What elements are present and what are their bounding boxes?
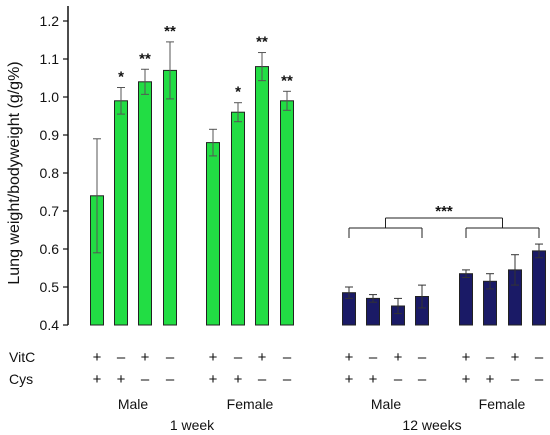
vitc-symbol: –: [535, 349, 544, 366]
bar: [114, 100, 128, 326]
y-tick-label: 1.2: [40, 13, 60, 29]
bar: [138, 81, 152, 326]
cys-symbol: +: [93, 371, 102, 388]
row-label-vitc: VitC: [9, 349, 35, 365]
cys-symbol: +: [462, 371, 471, 388]
group-label: Male: [118, 396, 149, 412]
vitc-symbol: +: [394, 349, 403, 366]
vitc-symbol: –: [283, 349, 292, 366]
cys-symbol: +: [117, 371, 126, 388]
y-tick-label: 0.9: [40, 127, 60, 143]
cys-symbol: –: [283, 371, 292, 388]
cys-symbol: –: [258, 371, 267, 388]
panel-label: 1 week: [170, 417, 215, 433]
significance-label: **: [139, 50, 151, 67]
vitc-symbol: –: [486, 349, 495, 366]
significance-label: *: [235, 84, 241, 101]
bracket-significance-label: ***: [435, 203, 453, 220]
vitc-symbol: +: [93, 349, 102, 366]
bar: [459, 273, 473, 326]
cys-symbol: +: [345, 371, 354, 388]
group-label: Male: [371, 396, 402, 412]
cys-symbol: +: [486, 371, 495, 388]
significance-label: **: [164, 23, 176, 40]
vitc-symbol: –: [418, 349, 427, 366]
y-tick-label: 0.8: [40, 165, 60, 181]
y-tick-label: 1.0: [40, 89, 60, 105]
vitc-symbol: +: [141, 349, 150, 366]
bar: [255, 66, 269, 326]
y-axis-label: Lung weight/bodyweight (g/g%): [6, 61, 23, 284]
cys-symbol: –: [166, 371, 175, 388]
vitc-symbol: +: [462, 349, 471, 366]
vitc-symbol: +: [345, 349, 354, 366]
vitc-symbol: –: [117, 349, 126, 366]
cys-symbol: –: [141, 371, 150, 388]
bar: [206, 142, 220, 326]
cys-symbol: –: [418, 371, 427, 388]
bar: [532, 250, 546, 326]
panel-label: 12 weeks: [402, 417, 461, 433]
significance-label: **: [281, 72, 293, 89]
cys-symbol: –: [535, 371, 544, 388]
vitc-symbol: +: [511, 349, 520, 366]
vitc-symbol: –: [369, 349, 378, 366]
cys-symbol: +: [369, 371, 378, 388]
cys-symbol: –: [511, 371, 520, 388]
bar: [280, 100, 294, 326]
y-tick-label: 0.5: [40, 279, 60, 295]
bar: [163, 69, 177, 326]
group-label: Female: [227, 396, 274, 412]
group-label: Female: [479, 396, 526, 412]
y-tick-label: 0.7: [40, 203, 60, 219]
vitc-symbol: –: [234, 349, 243, 366]
cys-symbol: –: [394, 371, 403, 388]
significance-label: *: [118, 69, 124, 86]
y-tick-label: 0.4: [40, 317, 60, 333]
significance-label: **: [256, 34, 268, 51]
cys-symbol: +: [234, 371, 243, 388]
y-tick-label: 0.6: [40, 241, 60, 257]
vitc-symbol: –: [166, 349, 175, 366]
vitc-symbol: +: [258, 349, 267, 366]
cys-symbol: +: [209, 371, 218, 388]
vitc-symbol: +: [209, 349, 218, 366]
bar: [231, 111, 245, 326]
y-tick-label: 1.1: [40, 51, 60, 67]
row-label-cys: Cys: [9, 371, 33, 387]
